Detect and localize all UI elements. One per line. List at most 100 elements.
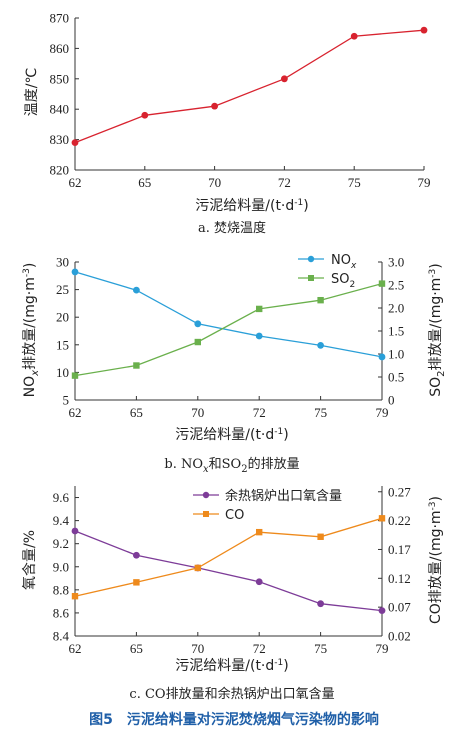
x-tick-label: 79 <box>418 175 431 190</box>
legend-label-co: CO <box>225 508 244 523</box>
x-tick-label: 65 <box>138 175 151 190</box>
panel-b-series <box>71 268 386 379</box>
panel-a-x-axis-label: 污泥给料量/(t·d-1) <box>195 198 308 214</box>
y-tick-label: 10 <box>56 365 69 380</box>
data-point <box>194 564 201 572</box>
data-point <box>194 320 202 328</box>
data-point <box>256 528 263 536</box>
series-line-1 <box>74 517 383 597</box>
y2-tick-label: 0.17 <box>388 542 411 557</box>
y2-tick-label: 3.0 <box>388 255 404 270</box>
data-point <box>141 111 149 119</box>
panel-b-y2-axis-label: SO2排放量/(mg·m-3) <box>428 263 447 397</box>
data-point <box>71 139 79 147</box>
y2-tick-label: 2.0 <box>388 301 404 316</box>
y2-tick-label: 1.0 <box>388 347 404 362</box>
data-point <box>133 286 140 294</box>
y-tick-label: 9.4 <box>53 513 70 528</box>
y-tick-label: 9.6 <box>53 490 70 505</box>
x-tick-label: 70 <box>191 405 204 420</box>
panel-a-ticks: 62 65 70 72 75 79 820 830 840 850 860 870 <box>50 11 431 191</box>
x-tick-label: 62 <box>69 405 82 420</box>
data-point <box>256 305 263 313</box>
x-tick-label: 72 <box>253 641 266 656</box>
data-point <box>317 341 324 349</box>
x-tick-label: 75 <box>314 641 327 656</box>
y-tick-label: 820 <box>50 163 70 178</box>
panel-a-temperature-chart: 62 65 70 72 75 79 820 830 840 850 860 870 温度/℃ 污泥给料… <box>24 11 431 237</box>
data-point <box>378 280 386 287</box>
y-tick-label: 9.0 <box>53 559 69 574</box>
x-tick-label: 75 <box>348 175 361 190</box>
panel-c-legend: 余热锅炉出口氧含量 CO <box>193 488 342 523</box>
data-point <box>255 332 263 340</box>
y2-tick-label: 1.5 <box>388 324 404 339</box>
y-tick-label: 860 <box>50 41 70 56</box>
data-point <box>133 362 140 369</box>
panel-b-nox-so2-chart: 62 65 70 72 75 79 5 10 15 20 25 30 0 0.5 1.0 1.5 2.0 2.5 3… <box>22 253 447 475</box>
y-tick-label: 830 <box>50 132 70 147</box>
legend-label-nox: NOx <box>331 253 357 271</box>
x-tick-label: 70 <box>191 641 204 656</box>
data-point <box>71 372 79 379</box>
x-tick-label: 79 <box>376 405 389 420</box>
y-tick-label: 8.8 <box>53 582 69 597</box>
x-tick-label: 62 <box>69 641 82 656</box>
y2-tick-label: 0 <box>388 393 395 408</box>
data-point <box>317 533 324 540</box>
legend-label-so2: SO2 <box>331 272 355 290</box>
x-tick-label: 79 <box>376 641 389 656</box>
data-point <box>71 527 79 535</box>
y-tick-label: 15 <box>56 337 69 352</box>
panel-c-x-axis-label: 污泥给料量/(t·d-1) <box>175 658 288 674</box>
series-line-1 <box>74 282 383 377</box>
data-point <box>71 268 79 276</box>
x-tick-label: 72 <box>278 175 291 190</box>
y-tick-label: 8.6 <box>53 605 70 620</box>
y2-tick-label: 0.22 <box>388 513 411 528</box>
legend-label-oxygen: 余热锅炉出口氧含量 <box>225 488 342 504</box>
panel-c-caption: c. CO排放量和余热锅炉出口氧含量 <box>129 686 334 702</box>
y-tick-label: 850 <box>50 71 70 86</box>
panel-c-series <box>71 515 386 615</box>
y-tick-label: 840 <box>50 102 70 117</box>
panel-a-y-axis-label: 温度/℃ <box>24 68 40 116</box>
series-line-0 <box>74 29 425 144</box>
y2-tick-label: 0.12 <box>388 571 411 586</box>
y-tick-label: 5 <box>63 393 70 408</box>
panel-a-caption: a. 焚烧温度 <box>198 220 266 236</box>
panel-a-series <box>71 26 428 147</box>
data-point <box>317 600 324 608</box>
data-point <box>350 32 358 40</box>
y2-tick-label: 0.07 <box>388 600 411 615</box>
data-point <box>378 353 386 361</box>
figure-caption: 图5 污泥给料量对污泥焚烧烟气污染物的影响 <box>89 711 379 728</box>
y2-tick-label: 0.5 <box>388 370 404 385</box>
y-tick-label: 20 <box>56 310 69 325</box>
data-point <box>378 515 386 522</box>
panel-b-legend: NOx SO2 <box>298 253 357 290</box>
data-point <box>378 607 386 615</box>
x-tick-label: 65 <box>130 641 143 656</box>
x-tick-label: 75 <box>314 405 327 420</box>
data-point <box>194 338 201 346</box>
data-point <box>211 102 219 110</box>
y-tick-label: 870 <box>50 11 70 26</box>
x-tick-label: 65 <box>130 405 143 420</box>
data-point <box>133 579 140 586</box>
y-tick-label: 30 <box>56 255 69 270</box>
data-point <box>420 26 428 34</box>
panel-c-y2-axis-label: CO排放量/(mg·m-3) <box>428 496 444 624</box>
y2-tick-label: 0.02 <box>388 629 411 644</box>
data-point <box>133 551 140 559</box>
y2-tick-label: 0.27 <box>388 484 411 499</box>
x-tick-label: 72 <box>253 405 266 420</box>
panel-c-co-oxygen-chart: 62 65 70 72 75 79 8.4 8.6 8.8 9.0 9.2 9.4 9.6 0.02 0.0… <box>22 484 444 702</box>
y-tick-label: 8.4 <box>53 629 70 644</box>
y2-tick-label: 2.5 <box>388 278 404 293</box>
panel-b-caption: b. NOx和SO2的排放量 <box>164 456 299 475</box>
series-line-0 <box>74 530 383 612</box>
data-point <box>71 592 79 600</box>
series-line-0 <box>74 271 383 358</box>
